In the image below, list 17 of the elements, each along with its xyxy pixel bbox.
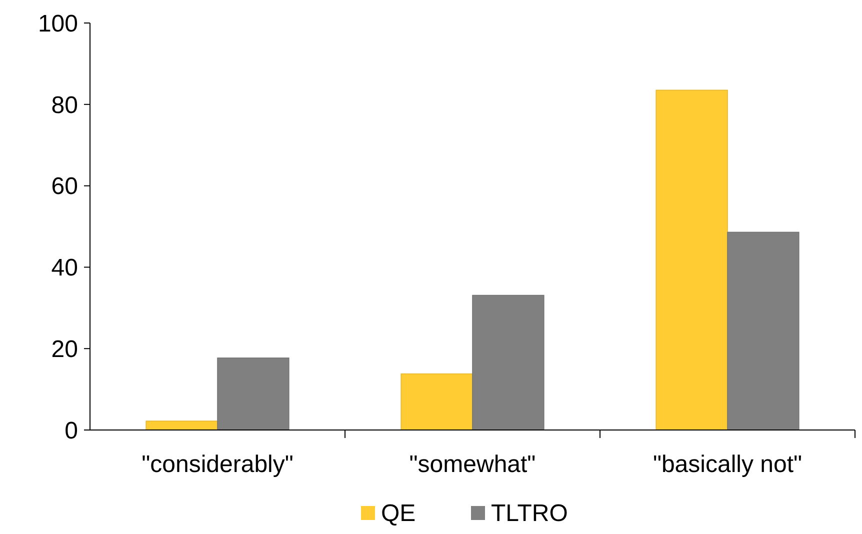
- y-tick-label: 20: [51, 336, 78, 363]
- y-tick-label: 80: [51, 92, 78, 119]
- legend-label: TLTRO: [491, 500, 568, 527]
- x-tick-label: "basically not": [652, 451, 802, 478]
- bar: [400, 373, 473, 430]
- y-tick-label: 100: [38, 10, 78, 38]
- y-tick-label: 0: [64, 417, 78, 444]
- y-tick-label: 60: [51, 173, 78, 200]
- bar: [656, 90, 728, 430]
- bar: [146, 420, 218, 430]
- bar: [217, 358, 290, 430]
- bar: [472, 294, 544, 430]
- legend-label: QE: [381, 500, 416, 527]
- bar: [727, 232, 800, 430]
- y-tick-label: 40: [51, 254, 78, 282]
- x-tick-label: "considerably": [142, 451, 294, 478]
- x-tick-label: "somewhat": [409, 451, 536, 478]
